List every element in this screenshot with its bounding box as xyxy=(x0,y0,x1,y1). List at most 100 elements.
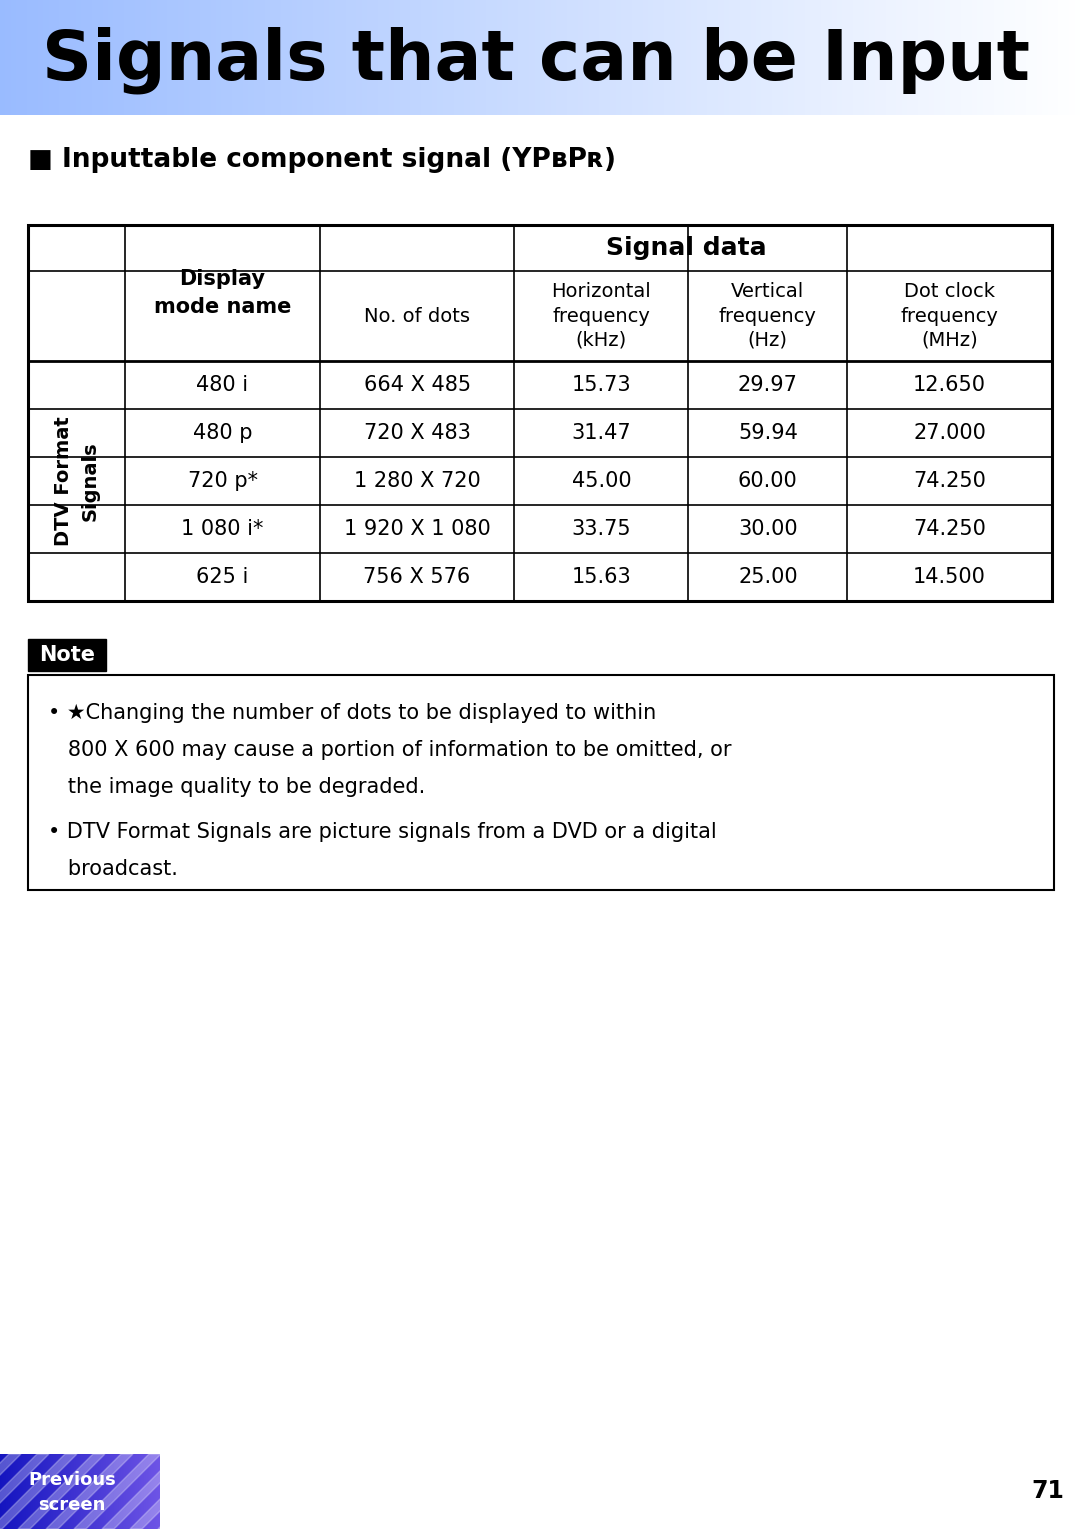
Bar xyxy=(983,0,988,115)
Bar xyxy=(76,0,81,115)
Polygon shape xyxy=(270,1454,357,1529)
Bar xyxy=(135,0,140,115)
Bar xyxy=(340,0,346,115)
Bar xyxy=(216,0,221,115)
Bar xyxy=(81,0,86,115)
Bar xyxy=(518,0,524,115)
Bar xyxy=(648,0,653,115)
Bar xyxy=(108,0,113,115)
Polygon shape xyxy=(214,1454,301,1529)
Bar xyxy=(448,0,454,115)
Bar xyxy=(189,0,194,115)
Text: 30.00: 30.00 xyxy=(738,518,798,540)
Text: Dot clock
frequency
(MHz): Dot clock frequency (MHz) xyxy=(901,283,999,350)
Bar xyxy=(22,0,27,115)
Bar xyxy=(167,0,173,115)
Bar xyxy=(740,0,745,115)
Bar xyxy=(799,0,805,115)
Bar xyxy=(508,0,513,115)
Bar xyxy=(0,1454,160,1529)
Bar xyxy=(248,0,254,115)
Bar xyxy=(157,0,162,115)
Bar xyxy=(59,0,65,115)
Bar xyxy=(907,0,913,115)
Bar xyxy=(529,0,535,115)
Bar xyxy=(637,0,643,115)
Bar xyxy=(632,0,637,115)
Bar xyxy=(178,0,184,115)
Bar xyxy=(572,0,578,115)
Bar xyxy=(524,0,529,115)
Bar xyxy=(378,0,383,115)
Bar xyxy=(65,0,70,115)
Bar xyxy=(184,0,189,115)
Bar xyxy=(243,0,248,115)
Bar xyxy=(1004,0,1010,115)
Bar xyxy=(605,0,610,115)
Polygon shape xyxy=(18,1454,105,1529)
Bar xyxy=(535,0,540,115)
Bar xyxy=(805,0,810,115)
Bar xyxy=(513,0,518,115)
Bar xyxy=(950,0,956,115)
Text: 720 X 483: 720 X 483 xyxy=(364,424,471,443)
Text: • DTV Format Signals are picture signals from a DVD or a digital: • DTV Format Signals are picture signals… xyxy=(48,823,717,842)
Text: 12.650: 12.650 xyxy=(913,375,986,394)
Bar xyxy=(891,0,896,115)
Bar xyxy=(367,0,373,115)
Bar xyxy=(1037,0,1042,115)
Text: 71: 71 xyxy=(1031,1479,1065,1503)
Bar xyxy=(551,0,556,115)
Bar xyxy=(140,0,146,115)
Bar xyxy=(86,0,92,115)
Bar xyxy=(308,0,313,115)
Bar xyxy=(28,674,1054,890)
Bar xyxy=(724,0,729,115)
Text: 74.250: 74.250 xyxy=(914,518,986,540)
Bar xyxy=(16,0,22,115)
Polygon shape xyxy=(298,1454,384,1529)
Bar xyxy=(70,0,76,115)
Bar xyxy=(589,0,594,115)
Bar xyxy=(713,0,718,115)
Bar xyxy=(329,0,335,115)
Text: 15.73: 15.73 xyxy=(571,375,631,394)
Bar xyxy=(599,0,605,115)
Text: screen: screen xyxy=(38,1495,106,1514)
Bar xyxy=(475,0,481,115)
Bar xyxy=(718,0,724,115)
Bar xyxy=(373,0,378,115)
Bar xyxy=(853,0,859,115)
Bar xyxy=(848,0,853,115)
Bar xyxy=(734,0,740,115)
Bar xyxy=(119,0,124,115)
Bar xyxy=(1015,0,1021,115)
Bar xyxy=(929,0,934,115)
Bar xyxy=(319,0,324,115)
Bar xyxy=(173,0,178,115)
Bar xyxy=(1058,0,1064,115)
Bar xyxy=(902,0,907,115)
Bar xyxy=(923,0,929,115)
Bar xyxy=(977,0,983,115)
Bar xyxy=(221,0,227,115)
Polygon shape xyxy=(75,1454,161,1529)
Text: Note: Note xyxy=(39,645,95,665)
Bar xyxy=(281,0,286,115)
Bar xyxy=(562,0,567,115)
Bar xyxy=(616,0,621,115)
Bar xyxy=(729,0,734,115)
Text: 1 080 i*: 1 080 i* xyxy=(181,518,264,540)
Bar xyxy=(702,0,707,115)
Text: 29.97: 29.97 xyxy=(738,375,798,394)
Bar xyxy=(956,0,961,115)
Text: 756 X 576: 756 X 576 xyxy=(364,567,471,587)
Bar xyxy=(815,0,821,115)
Bar xyxy=(232,0,238,115)
Bar xyxy=(994,0,999,115)
Bar xyxy=(254,0,259,115)
Polygon shape xyxy=(102,1454,189,1529)
Bar xyxy=(454,0,459,115)
Bar xyxy=(49,0,54,115)
Text: No. of dots: No. of dots xyxy=(364,306,470,326)
